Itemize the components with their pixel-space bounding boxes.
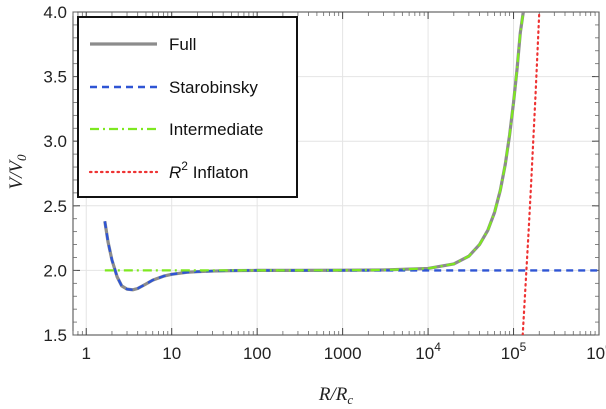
x-tick-label: 106 [586,340,606,363]
plot-frame [72,11,600,336]
y-tick-label: 3.0 [43,132,67,151]
x-tick-label: 105 [501,340,527,363]
y-tick-label: 4.0 [43,3,67,22]
y-tick-label: 2.5 [43,197,67,216]
y-tick-label: 3.5 [43,68,67,87]
y-axis-label: V/V0 [6,154,29,190]
y-tick-label: 2.0 [43,261,67,280]
y-tick-label: 1.5 [43,326,67,345]
legend-box [77,16,298,198]
legend-label: Intermediate [169,120,264,139]
tick-labels: 1 10 100 1000 104 105 106 1.5 2.0 2.5 3.0 3.5 4.0 [43,3,606,363]
series-group [103,12,599,335]
legend-label: Starobinsky [169,78,258,97]
series-line-r-2-inflaton [521,12,541,335]
legend: Full Starobinsky Intermediate R2 Inflaton [77,16,298,198]
legend-label: R2 Inflaton [169,159,248,182]
x-axis-label: R/Rc [318,384,354,407]
x-tick-label: 10 [162,344,181,363]
series-line-intermediate [104,12,525,272]
legend-label: Full [169,35,196,54]
x-tick-label: 104 [415,340,441,363]
x-tick-label: 100 [243,344,271,363]
x-tick-label: 1000 [324,344,362,363]
x-tick-label: 1 [82,344,91,363]
